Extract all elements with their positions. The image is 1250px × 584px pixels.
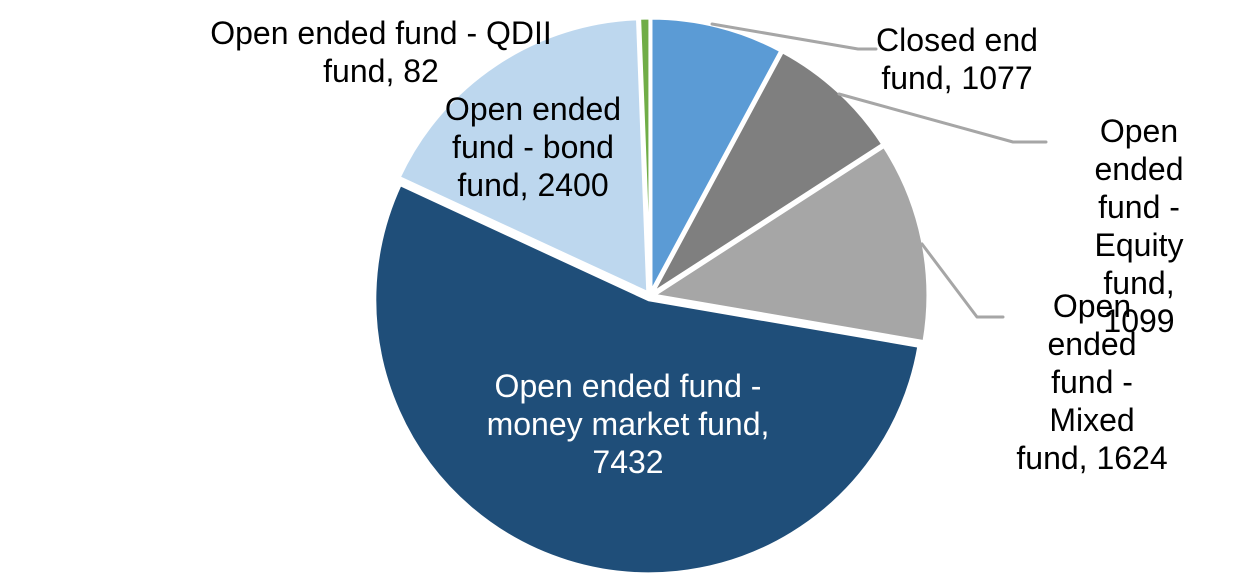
pie-slice-open-ended-mixed-fund <box>652 144 930 344</box>
data-label-open-ended-money-market-fund: Open ended fund - money market fund, 743… <box>486 368 770 480</box>
pie-slice-open-ended-bond-fund <box>397 17 650 295</box>
data-label-open-ended-equity-fund: Open ended fund - Equity fund, 1099 <box>1094 113 1184 339</box>
data-label-open-ended-bond-fund: Open ended fund - bond fund, 2400 <box>444 91 622 203</box>
data-label-closed-end-fund: Closed end fund, 1077 <box>876 22 1038 96</box>
leader-line-open-ended-mixed-fund <box>920 242 1005 319</box>
data-label-open-ended-mixed-fund: Open ended fund - Mixed fund, 1624 <box>1016 288 1168 476</box>
leader-lines <box>710 22 1048 319</box>
pie-slice-open-ended-equity-fund <box>651 50 885 295</box>
pie-slice-open-ended-money-market-fund <box>373 183 921 576</box>
data-label-open-ended-qdii-fund: Open ended fund - QDII fund, 82 <box>210 15 552 89</box>
pie-slices <box>373 16 930 576</box>
leader-line-open-ended-equity-fund <box>837 92 1048 144</box>
leader-line-closed-end-fund <box>710 22 878 51</box>
pie-slice-open-ended-qdii-fund <box>638 16 652 294</box>
